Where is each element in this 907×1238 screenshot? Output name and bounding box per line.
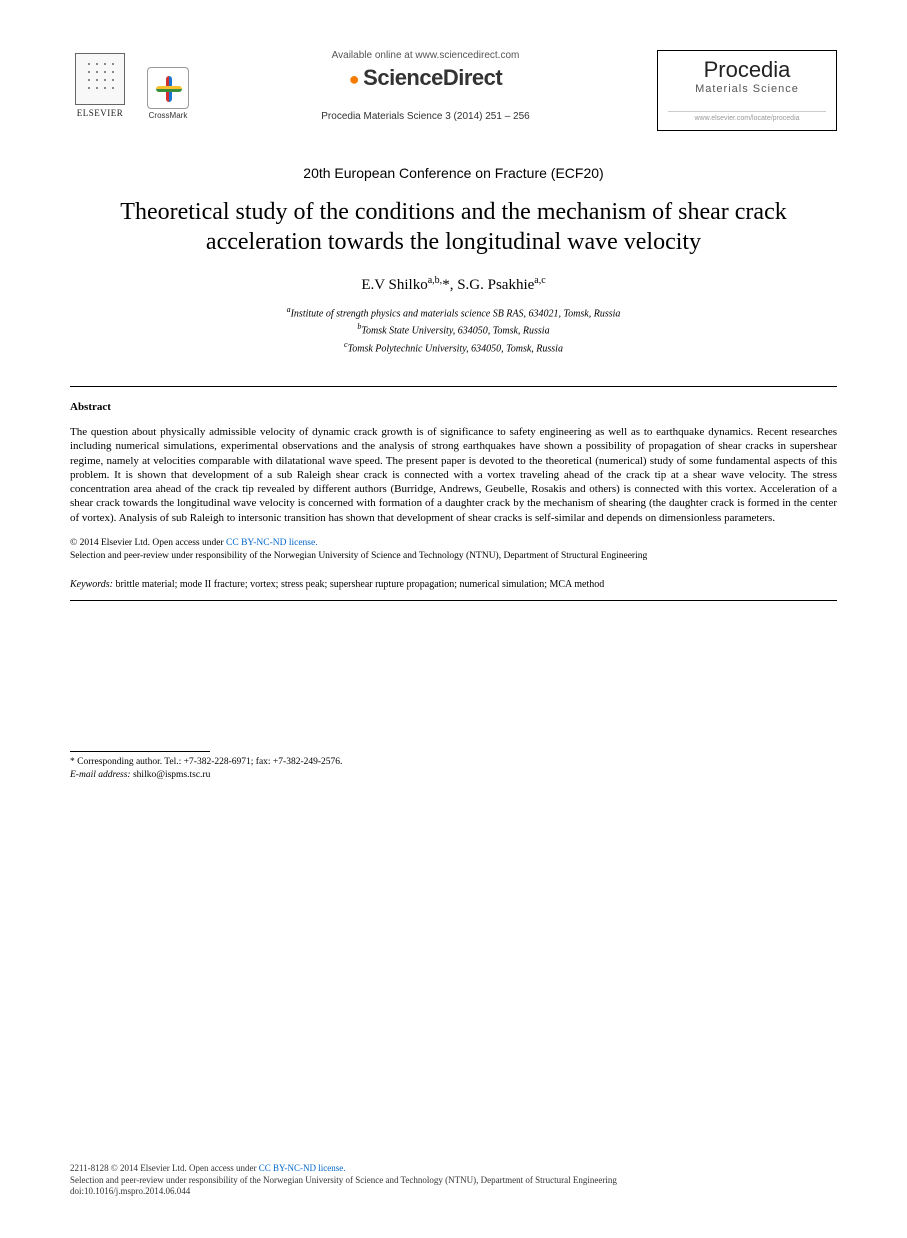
header-center: Available online at www.sciencedirect.co… — [194, 50, 657, 122]
divider-bottom — [70, 600, 837, 601]
email-address: shilko@ispms.tsc.ru — [131, 770, 211, 780]
footer-open-access-prefix: Open access under — [189, 1163, 259, 1173]
email-label: E-mail address: — [70, 770, 131, 780]
procedia-url[interactable]: www.elsevier.com/locate/procedia — [668, 111, 826, 122]
author-1-affil: a,b, — [428, 275, 442, 286]
peer-review-statement: Selection and peer-review under responsi… — [70, 551, 647, 561]
crossmark-label: CrossMark — [149, 111, 188, 120]
affiliation-b-text: Tomsk State University, 634050, Tomsk, R… — [361, 326, 549, 337]
page-header: ELSEVIER CrossMark Available online at w… — [70, 50, 837, 131]
author-1-corresponding-star: * — [442, 277, 450, 293]
corresponding-author-block: * Corresponding author. Tel.: +7-382-228… — [70, 756, 837, 782]
affiliations-block: aInstitute of strength physics and mater… — [70, 304, 837, 356]
conference-name: 20th European Conference on Fracture (EC… — [70, 165, 837, 181]
corresponding-contact: * Corresponding author. Tel.: +7-382-228… — [70, 756, 837, 769]
author-2-affil: a,c — [534, 275, 545, 286]
authors-line: E.V Shilkoa,b,*, S.G. Psakhiea,c — [70, 275, 837, 294]
elsevier-logo[interactable]: ELSEVIER — [70, 50, 130, 120]
elsevier-label: ELSEVIER — [77, 108, 124, 118]
citation-line: Procedia Materials Science 3 (2014) 251 … — [204, 111, 647, 122]
crossmark-logo[interactable]: CrossMark — [142, 67, 194, 120]
elsevier-tree-icon — [75, 53, 125, 105]
journal-badge: Procedia Materials Science www.elsevier.… — [657, 50, 837, 131]
author-2-name: , S.G. Psakhie — [450, 277, 535, 293]
crossmark-icon — [147, 67, 189, 109]
sciencedirect-logo[interactable]: ScienceDirect — [204, 65, 647, 91]
footer-doi: doi:10.1016/j.mspro.2014.06.044 — [70, 1186, 837, 1198]
copyright-year: © 2014 Elsevier Ltd. — [70, 538, 152, 548]
open-access-prefix: Open access under — [152, 538, 226, 548]
copyright-block: © 2014 Elsevier Ltd. Open access under C… — [70, 537, 837, 563]
footer-license-link[interactable]: CC BY-NC-ND license. — [259, 1163, 346, 1173]
license-link[interactable]: CC BY-NC-ND license. — [226, 538, 318, 548]
keywords-line: Keywords: brittle material; mode II frac… — [70, 579, 837, 590]
page-footer: 2211-8128 © 2014 Elsevier Ltd. Open acce… — [70, 1163, 837, 1198]
keywords-text: brittle material; mode II fracture; vort… — [113, 579, 604, 590]
abstract-heading: Abstract — [70, 401, 837, 413]
footer-issn-line: 2211-8128 © 2014 Elsevier Ltd. Open acce… — [70, 1163, 837, 1175]
divider-top — [70, 386, 837, 387]
keywords-label: Keywords: — [70, 579, 113, 590]
corresponding-email-line: E-mail address: shilko@ispms.tsc.ru — [70, 769, 837, 782]
author-1-name: E.V Shilko — [361, 277, 427, 293]
affiliation-b: bTomsk State University, 634050, Tomsk, … — [70, 321, 837, 338]
affiliation-a: aInstitute of strength physics and mater… — [70, 304, 837, 321]
available-online-text: Available online at www.sciencedirect.co… — [204, 50, 647, 61]
footer-issn: 2211-8128 © 2014 Elsevier Ltd. — [70, 1163, 189, 1173]
affiliation-c-text: Tomsk Polytechnic University, 634050, To… — [348, 343, 563, 354]
affiliation-c: cTomsk Polytechnic University, 634050, T… — [70, 339, 837, 356]
header-left-logos: ELSEVIER CrossMark — [70, 50, 194, 120]
procedia-title: Procedia — [668, 59, 826, 81]
affiliation-a-text: Institute of strength physics and materi… — [291, 308, 621, 319]
footer-peer-review: Selection and peer-review under responsi… — [70, 1175, 837, 1187]
footnote-divider — [70, 751, 210, 752]
paper-title: Theoretical study of the conditions and … — [70, 197, 837, 257]
abstract-text: The question about physically admissible… — [70, 425, 837, 525]
procedia-subtitle: Materials Science — [668, 83, 826, 95]
